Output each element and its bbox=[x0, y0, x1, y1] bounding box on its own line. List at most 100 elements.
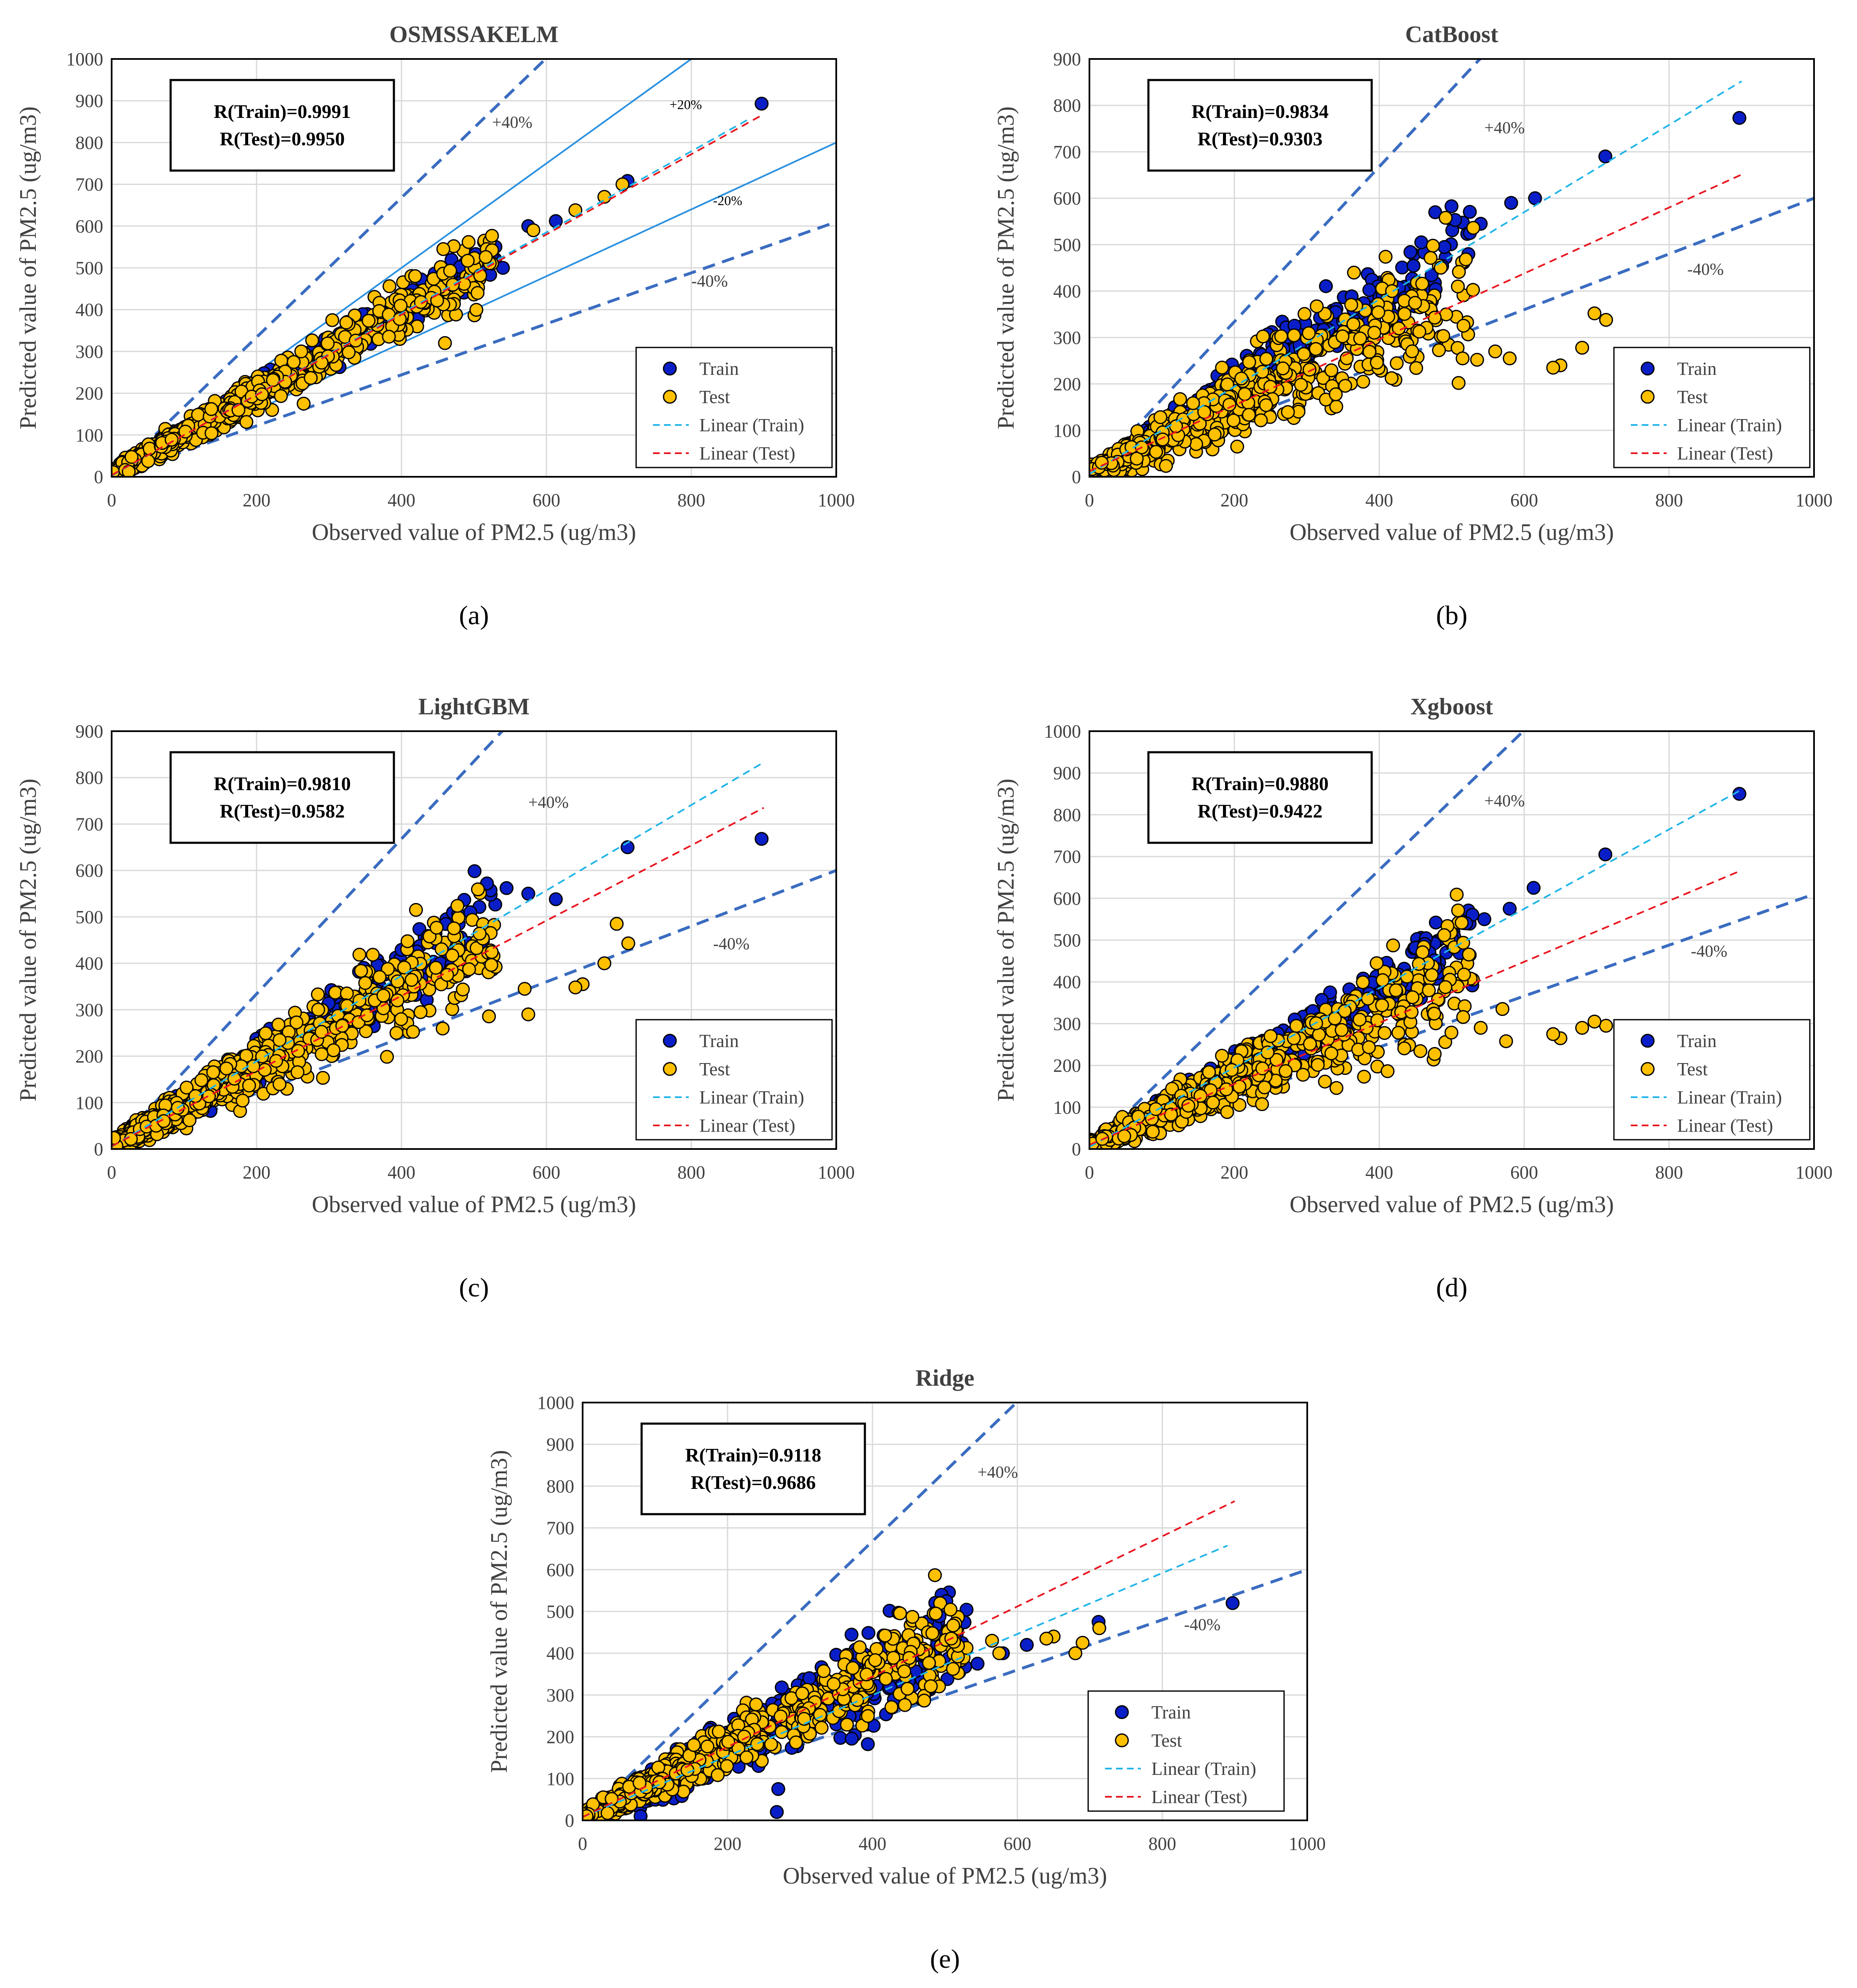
test-point bbox=[1346, 317, 1361, 331]
test-point bbox=[1318, 1074, 1332, 1089]
y-tick-label: 600 bbox=[1053, 888, 1081, 909]
y-tick-label: 400 bbox=[75, 299, 103, 320]
x-tick-label: 600 bbox=[1510, 490, 1538, 510]
test-point bbox=[1225, 1063, 1239, 1077]
test-point bbox=[1386, 938, 1400, 953]
test-point bbox=[1226, 413, 1241, 428]
plot-layer bbox=[583, 1403, 1307, 1820]
test-point bbox=[239, 415, 254, 429]
test-point bbox=[202, 1089, 216, 1104]
band-line-+40% bbox=[1089, 731, 1525, 1149]
y-tick-label: 100 bbox=[75, 1093, 103, 1113]
test-point bbox=[482, 1009, 496, 1023]
legend-marker bbox=[1640, 1034, 1655, 1048]
train-point bbox=[1732, 111, 1747, 125]
test-point bbox=[1437, 928, 1451, 942]
test-point bbox=[311, 1002, 325, 1017]
test-point bbox=[358, 976, 372, 990]
linear-test-line bbox=[112, 113, 764, 476]
test-point bbox=[517, 982, 532, 996]
test-point bbox=[1397, 1041, 1411, 1055]
y-tick-label: 900 bbox=[75, 721, 103, 742]
y-tick-label: 800 bbox=[75, 132, 103, 153]
test-point bbox=[206, 1065, 220, 1080]
test-point bbox=[1207, 428, 1222, 442]
test-point bbox=[445, 1002, 459, 1016]
x-tick-label: 800 bbox=[1655, 490, 1683, 510]
chart-title: Xgboost bbox=[1410, 694, 1493, 720]
test-point bbox=[1474, 1021, 1488, 1035]
plot-layer bbox=[112, 731, 836, 1149]
test-point bbox=[1412, 324, 1426, 339]
test-point bbox=[321, 336, 335, 350]
test-point bbox=[413, 1005, 428, 1019]
stats-text: R(Test)=0.9303 bbox=[1198, 128, 1323, 150]
test-point bbox=[1389, 983, 1403, 997]
y-tick-label: 400 bbox=[1053, 972, 1081, 992]
test-point bbox=[1145, 1125, 1160, 1139]
test-point bbox=[297, 396, 311, 411]
chart-title: CatBoost bbox=[1405, 21, 1498, 48]
plot-layer bbox=[1089, 731, 1814, 1149]
test-point bbox=[315, 1047, 329, 1061]
test-point bbox=[1439, 211, 1453, 225]
plot-frame bbox=[111, 58, 837, 478]
test-point bbox=[1452, 265, 1466, 279]
test-point bbox=[1422, 983, 1436, 997]
test-point bbox=[204, 426, 219, 441]
x-tick-label: 0 bbox=[1085, 490, 1094, 510]
panel-label: (c) bbox=[459, 1272, 489, 1302]
test-point bbox=[382, 329, 396, 344]
test-point bbox=[479, 250, 493, 264]
y-tick-label: 100 bbox=[1053, 420, 1081, 441]
test-point bbox=[1371, 305, 1386, 319]
train-point bbox=[549, 214, 563, 228]
linear-test-line bbox=[112, 807, 764, 1147]
test-point bbox=[1409, 361, 1424, 375]
y-tick-label: 0 bbox=[1072, 467, 1081, 487]
test-point bbox=[461, 235, 476, 249]
train-point bbox=[1598, 847, 1613, 862]
train-point bbox=[1528, 191, 1542, 206]
test-point bbox=[408, 269, 422, 283]
test-point bbox=[1338, 379, 1352, 393]
test-point bbox=[1344, 298, 1358, 312]
test-point bbox=[1470, 353, 1484, 367]
band-label: -40% bbox=[1687, 260, 1724, 279]
test-point bbox=[1385, 284, 1399, 298]
y-axis-label: Predicted value of PM2.5 (ug/m3) bbox=[15, 107, 41, 430]
test-point bbox=[456, 982, 470, 997]
band-label: -40% bbox=[713, 934, 750, 953]
test-point bbox=[235, 1093, 250, 1108]
test-point bbox=[1438, 980, 1453, 994]
y-axis-label: Predicted value of PM2.5 (ug/m3) bbox=[15, 779, 41, 1102]
legend-label: Linear (Train) bbox=[1677, 1087, 1782, 1108]
stats-box bbox=[169, 79, 395, 172]
legend-label: Linear (Test) bbox=[1677, 1115, 1773, 1136]
test-point bbox=[621, 936, 635, 951]
test-point bbox=[1276, 361, 1290, 376]
band-label: -40% bbox=[1691, 942, 1728, 961]
test-point bbox=[1466, 283, 1480, 297]
y-tick-label: 200 bbox=[75, 383, 103, 404]
panel-label: (d) bbox=[1436, 1272, 1468, 1302]
x-tick-label: 400 bbox=[388, 490, 415, 510]
stats-text: R(Test)=0.9422 bbox=[1198, 800, 1323, 822]
test-point bbox=[1381, 1064, 1395, 1078]
chart-panel-3: +40%-40%0 200 400 600 800 1000010020030040050… bbox=[15, 694, 855, 1302]
legend-marker bbox=[1640, 361, 1655, 376]
test-point bbox=[1356, 374, 1370, 389]
test-point bbox=[316, 1071, 330, 1085]
train-point bbox=[1504, 196, 1518, 210]
band-line-+40% bbox=[112, 731, 504, 1149]
test-point bbox=[1587, 306, 1602, 321]
y-tick-label: 800 bbox=[1053, 804, 1081, 825]
test-point bbox=[294, 344, 308, 358]
test-point bbox=[391, 974, 405, 989]
test-point bbox=[1302, 326, 1316, 340]
legend-label: Test bbox=[1677, 387, 1708, 407]
test-point bbox=[242, 1078, 256, 1093]
test-point bbox=[381, 962, 395, 976]
test-point bbox=[219, 1061, 233, 1076]
test-point bbox=[274, 389, 288, 403]
